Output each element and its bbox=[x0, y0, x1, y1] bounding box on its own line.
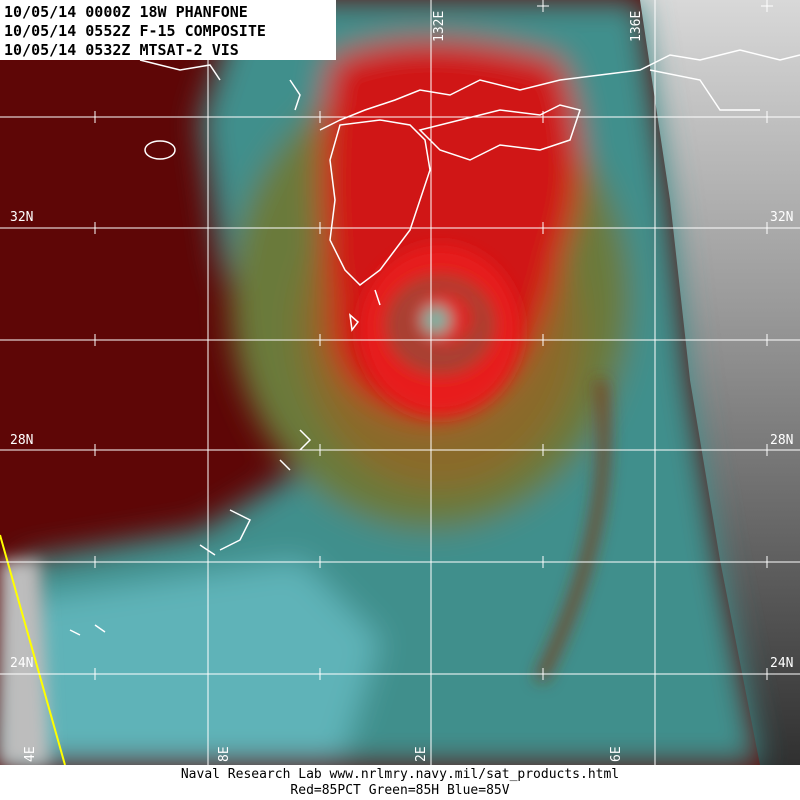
grid-lines bbox=[0, 0, 800, 765]
header-line: 10/05/14 0532Z MTSAT-2 VIS bbox=[4, 41, 239, 59]
footer-box bbox=[0, 765, 800, 800]
lon-label: 132E bbox=[432, 11, 447, 42]
swath-edge bbox=[0, 534, 66, 765]
header-box bbox=[0, 0, 336, 60]
lat-label: 28N bbox=[10, 433, 33, 448]
lon-label: 8E bbox=[217, 746, 232, 762]
lon-label: 6E bbox=[609, 746, 624, 762]
vis-strip bbox=[640, 0, 800, 765]
header-line: 10/05/14 0552Z F-15 COMPOSITE bbox=[4, 22, 266, 40]
lon-label: 136E bbox=[629, 11, 644, 42]
header-line: 10/05/14 0000Z 18W PHANFONE bbox=[4, 3, 248, 21]
footer-line: Red=85PCT Green=85H Blue=85V bbox=[290, 783, 509, 798]
lat-label: 32N bbox=[770, 210, 793, 225]
lat-label: 28N bbox=[770, 433, 793, 448]
lon-label: 2E bbox=[414, 746, 429, 762]
imagery bbox=[0, 0, 800, 765]
lat-label: 24N bbox=[10, 656, 33, 671]
lat-label: 32N bbox=[10, 210, 33, 225]
lon-label: 4E bbox=[23, 746, 38, 762]
lat-label: 24N bbox=[770, 656, 793, 671]
footer-line: Naval Research Lab www.nrlmry.navy.mil/s… bbox=[181, 767, 619, 782]
coastlines bbox=[69, 49, 800, 636]
